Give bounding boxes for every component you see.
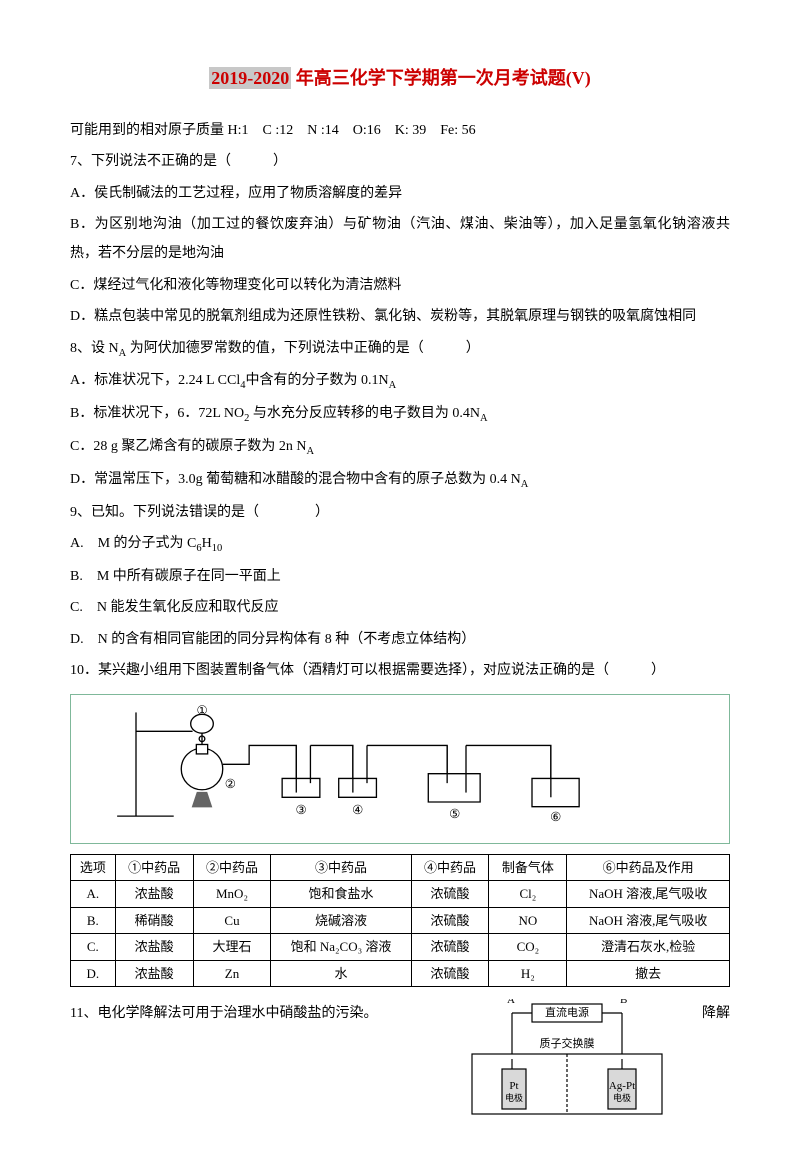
cell: 稀硝酸: [115, 907, 193, 934]
q8-a-sub2: A: [389, 380, 397, 391]
q9-a-sub2: 10: [212, 543, 223, 554]
cell: 饱和 Na₂CO₃ 溶液: [271, 934, 411, 961]
cell: 大理石: [193, 934, 271, 961]
q8-a-pre: A．标准状况下，2.24 L CCl: [70, 373, 240, 388]
q8-opt-a: A．标准状况下，2.24 L CCl4中含有的分子数为 0.1NA: [70, 366, 730, 397]
q7-opt-b: B．为区别地沟油（加工过的餐饮废弃油）与矿物油（汽油、煤油、柴油等），加入足量氢…: [70, 210, 730, 269]
cell: B.: [71, 907, 116, 934]
cell: A.: [71, 881, 116, 908]
cell: 浓硫酸: [411, 881, 489, 908]
q7-opt-a: A．侯氏制碱法的工艺过程，应用了物质溶解度的差异: [70, 179, 730, 208]
q9-a-mid: H: [202, 536, 212, 551]
q8-stem: 8、设 NA 为阿伏加德罗常数的值，下列说法中正确的是（ ）: [70, 334, 730, 365]
th-5: 制备气体: [489, 854, 567, 881]
th-6: ⑥中药品及作用: [567, 854, 730, 881]
q8-b-sub2: A: [480, 413, 488, 424]
th-2: ②中药品: [193, 854, 271, 881]
cell: 澄清石灰水,检验: [567, 934, 730, 961]
fig-label-6: ⑥: [550, 809, 561, 823]
q10-stem: 10．某兴趣小组用下图装置制备气体（酒精灯可以根据需要选择），对应说法正确的是（…: [70, 656, 730, 685]
q11-label-a: A: [507, 999, 515, 1006]
cell: Cl₂: [489, 881, 567, 908]
cell: 水: [271, 960, 411, 987]
q11-right-electrode: Ag-Pt: [609, 1080, 635, 1092]
fig-label-3: ③: [296, 803, 307, 817]
cell: NaOH 溶液,尾气吸收: [567, 907, 730, 934]
table-row: B. 稀硝酸 Cu 烧碱溶液 浓硫酸 NO NaOH 溶液,尾气吸收: [71, 907, 730, 934]
table-row: C. 浓盐酸 大理石 饱和 Na₂CO₃ 溶液 浓硫酸 CO₂ 澄清石灰水,检验: [71, 934, 730, 961]
cell: 浓盐酸: [115, 881, 193, 908]
q7-stem: 7、下列说法不正确的是（ ）: [70, 147, 730, 176]
q11-membrane-label: 质子交换膜: [540, 1036, 595, 1050]
cell: 撤去: [567, 960, 730, 987]
th-4: ④中药品: [411, 854, 489, 881]
cell: NaOH 溶液,尾气吸收: [567, 881, 730, 908]
q8-stem-post: 为阿伏加德罗常数的值，下列说法中正确的是（ ）: [126, 341, 480, 356]
q11-label-b: B: [620, 999, 627, 1006]
q10-figure: ① ② ③ ④ ⑤ ⑥: [70, 694, 730, 844]
cell: Zn: [193, 960, 271, 987]
cell: D.: [71, 960, 116, 987]
q11-pre: 11、电化学降解法可用于治理水中硝酸盐的污染。: [70, 1006, 377, 1021]
q11-power-label: 直流电源: [545, 1005, 589, 1019]
q11-left-electrode-sub: 电极: [505, 1092, 523, 1103]
q11-text: 11、电化学降解法可用于治理水中硝酸盐的污染。: [70, 999, 444, 1028]
q11-figure: A B 直流电源 质子交换膜 Pt 电极 Ag-Pt 电极: [452, 999, 682, 1130]
title-highlight: 2019-2020: [209, 67, 291, 89]
q7-opt-c: C．煤经过气化和液化等物理变化可以转化为清洁燃料: [70, 271, 730, 300]
q9-opt-a: A. M 的分子式为 C6H10: [70, 529, 730, 560]
fig-label-5: ⑤: [449, 807, 460, 821]
q8-opt-b: B．标准状况下，6．72L NO2 与水充分反应转移的电子数目为 0.4NA: [70, 399, 730, 430]
q11-post: 降解: [690, 999, 730, 1028]
cell: 浓硫酸: [411, 907, 489, 934]
q11-row: 11、电化学降解法可用于治理水中硝酸盐的污染。: [70, 999, 730, 1130]
q9-opt-c: C. N 能发生氧化反应和取代反应: [70, 593, 730, 622]
cell: 烧碱溶液: [271, 907, 411, 934]
q8-d-pre: D．常温常压下，3.0g 葡萄糖和冰醋酸的混合物中含有的原子总数为 0.4 N: [70, 472, 521, 487]
page-title: 2019-2020 年高三化学下学期第一次月考试题(V): [70, 60, 730, 98]
q8-b-pre: B．标准状况下，6．72L NO: [70, 406, 244, 421]
table-row: D. 浓盐酸 Zn 水 浓硫酸 H₂ 撤去: [71, 960, 730, 987]
cell: 浓硫酸: [411, 960, 489, 987]
cell: 饱和食盐水: [271, 881, 411, 908]
q11-right-electrode-sub: 电极: [613, 1092, 631, 1103]
table-header-row: 选项 ①中药品 ②中药品 ③中药品 ④中药品 制备气体 ⑥中药品及作用: [71, 854, 730, 881]
apparatus-diagram: ① ② ③ ④ ⑤ ⑥: [81, 703, 719, 835]
cell: H₂: [489, 960, 567, 987]
q9-opt-b: B. M 中所有碳原子在同一平面上: [70, 562, 730, 591]
table-row: A. 浓盐酸 MnO₂ 饱和食盐水 浓硫酸 Cl₂ NaOH 溶液,尾气吸收: [71, 881, 730, 908]
q9-opt-d: D. N 的含有相同官能团的同分异构体有 8 种（不考虑立体结构）: [70, 625, 730, 654]
cell: Cu: [193, 907, 271, 934]
atomic-masses: 可能用到的相对原子质量 H:1 C :12 N :14 O:16 K: 39 F…: [70, 116, 730, 145]
q8-opt-d: D．常温常压下，3.0g 葡萄糖和冰醋酸的混合物中含有的原子总数为 0.4 NA: [70, 465, 730, 496]
q8-b-mid: 与水充分反应转移的电子数目为 0.4N: [249, 406, 480, 421]
q9-a-pre: A. M 的分子式为 C: [70, 536, 196, 551]
q8-a-mid: 中含有的分子数为 0.1N: [245, 373, 388, 388]
q7-opt-d: D．糕点包装中常见的脱氧剂组成为还原性铁粉、氯化钠、炭粉等，其脱氧原理与钢铁的吸…: [70, 302, 730, 331]
cell: C.: [71, 934, 116, 961]
q11-left-electrode: Pt: [509, 1080, 518, 1092]
th-0: 选项: [71, 854, 116, 881]
q8-opt-c: C．28 g 聚乙烯含有的碳原子数为 2n NA: [70, 432, 730, 463]
cell: NO: [489, 907, 567, 934]
cell: MnO₂: [193, 881, 271, 908]
q8-d-sub: A: [521, 479, 529, 490]
fig-label-2: ②: [225, 776, 236, 790]
title-rest: 年高三化学下学期第一次月考试题(V): [291, 68, 591, 88]
fig-label-4: ④: [352, 803, 363, 817]
q9-stem: 9、已知。下列说法错误的是（ ）: [70, 498, 730, 527]
th-1: ①中药品: [115, 854, 193, 881]
th-3: ③中药品: [271, 854, 411, 881]
cell: CO₂: [489, 934, 567, 961]
q10-table: 选项 ①中药品 ②中药品 ③中药品 ④中药品 制备气体 ⑥中药品及作用 A. 浓…: [70, 854, 730, 988]
cell: 浓盐酸: [115, 934, 193, 961]
cell: 浓盐酸: [115, 960, 193, 987]
cell: 浓硫酸: [411, 934, 489, 961]
q8-c-pre: C．28 g 聚乙烯含有的碳原子数为 2n N: [70, 439, 306, 454]
q8-stem-pre: 8、设 N: [70, 341, 119, 356]
fig-label-1: ①: [197, 703, 208, 717]
q8-c-sub: A: [306, 446, 314, 457]
